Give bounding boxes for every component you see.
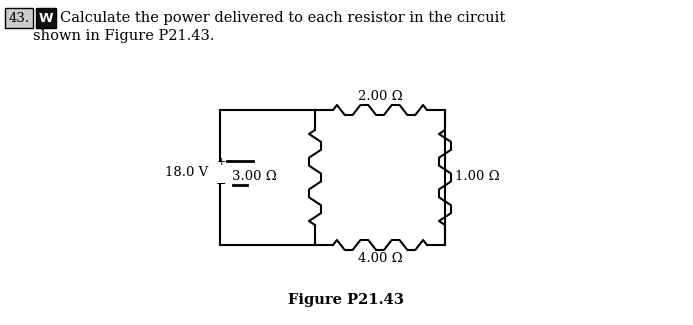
Text: W: W [39,11,53,24]
Text: Calculate the power delivered to each resistor in the circuit: Calculate the power delivered to each re… [60,11,505,25]
Text: −: − [216,177,226,190]
Text: 2.00 Ω: 2.00 Ω [358,89,403,102]
Text: 4.00 Ω: 4.00 Ω [358,253,403,266]
Bar [36,8,56,28]
Bar [5,8,33,28]
Text: 43.: 43. [8,11,30,24]
Text: +: + [216,157,226,167]
Text: 3.00 Ω: 3.00 Ω [232,171,277,184]
Text: Figure P21.43: Figure P21.43 [288,293,404,307]
Text: 1.00 Ω: 1.00 Ω [455,171,500,184]
Text: shown in Figure P21.43.: shown in Figure P21.43. [33,29,215,43]
Text: 18.0 V: 18.0 V [165,165,208,178]
